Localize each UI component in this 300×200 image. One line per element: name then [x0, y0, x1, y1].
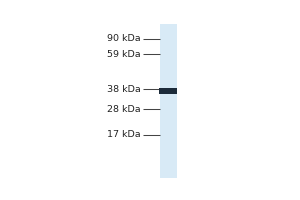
Bar [159, 88, 177, 94]
Text: 59 kDa: 59 kDa [107, 50, 141, 59]
Bar [160, 24, 177, 178]
Text: 38 kDa: 38 kDa [107, 85, 141, 94]
Text: 90 kDa: 90 kDa [107, 34, 141, 43]
Text: 28 kDa: 28 kDa [107, 105, 141, 114]
Text: 17 kDa: 17 kDa [107, 130, 141, 139]
